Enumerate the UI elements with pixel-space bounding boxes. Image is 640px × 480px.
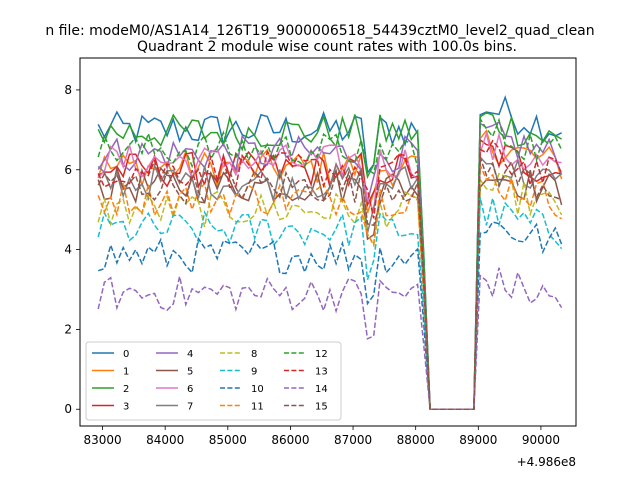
legend-label-11: 11: [251, 402, 264, 413]
series-line-13: [97, 139, 563, 410]
y-tick-label: 0: [64, 402, 72, 416]
x-axis: 83000 84000 85000 86000 87000 88000 89000 90000: [83, 426, 560, 447]
x-tick-label: 85000: [209, 433, 247, 447]
series-line-11: [97, 164, 562, 410]
series-line-12: [97, 116, 563, 410]
x-tick-label: 87000: [334, 433, 372, 447]
chart-title: Quadrant 2 module wise count rates with …: [137, 39, 517, 55]
y-tick-label: 6: [64, 163, 72, 177]
legend-label-6: 6: [187, 384, 193, 395]
legend-label-9: 9: [251, 367, 257, 378]
x-offset-label: +4.986e8: [517, 455, 576, 469]
legend-label-4: 4: [187, 349, 193, 360]
y-tick-label: 2: [64, 322, 72, 336]
y-tick-label: 8: [64, 83, 72, 97]
legend-label-8: 8: [251, 349, 257, 360]
legend-label-13: 13: [315, 367, 328, 378]
x-tick-label: 86000: [271, 433, 309, 447]
x-tick-label: 89000: [459, 433, 497, 447]
legend-label-1: 1: [123, 367, 129, 378]
legend-label-0: 0: [123, 349, 129, 360]
x-tick-label: 88000: [397, 433, 435, 447]
series-line-9: [97, 197, 563, 410]
x-tick-label: 90000: [522, 433, 560, 447]
series-line-6: [97, 130, 562, 410]
figure-suptitle: n file: modeM0/AS1A14_126T19_9000006518_…: [45, 23, 594, 39]
y-tick-label: 4: [64, 243, 72, 257]
legend-label-15: 15: [315, 402, 328, 413]
series-layer: [97, 94, 563, 410]
legend-label-3: 3: [123, 402, 129, 413]
series-line-0: [97, 94, 562, 410]
series-line-7: [97, 155, 563, 410]
series-line-10: [97, 221, 563, 410]
x-tick-label: 84000: [146, 433, 184, 447]
series-line-14: [97, 267, 563, 410]
legend-label-2: 2: [123, 384, 129, 395]
legend-label-7: 7: [187, 402, 193, 413]
legend-label-14: 14: [315, 384, 328, 395]
x-tick-label: 83000: [83, 433, 121, 447]
plot-frame: [79, 57, 577, 427]
series-line-8: [97, 172, 563, 410]
legend-label-5: 5: [187, 367, 193, 378]
legend-label-12: 12: [315, 349, 328, 360]
legend-label-10: 10: [251, 384, 264, 395]
legend-box: [85, 341, 342, 421]
y-axis: 0 2 4 6 8: [64, 83, 80, 416]
series-line-15: [97, 157, 562, 410]
